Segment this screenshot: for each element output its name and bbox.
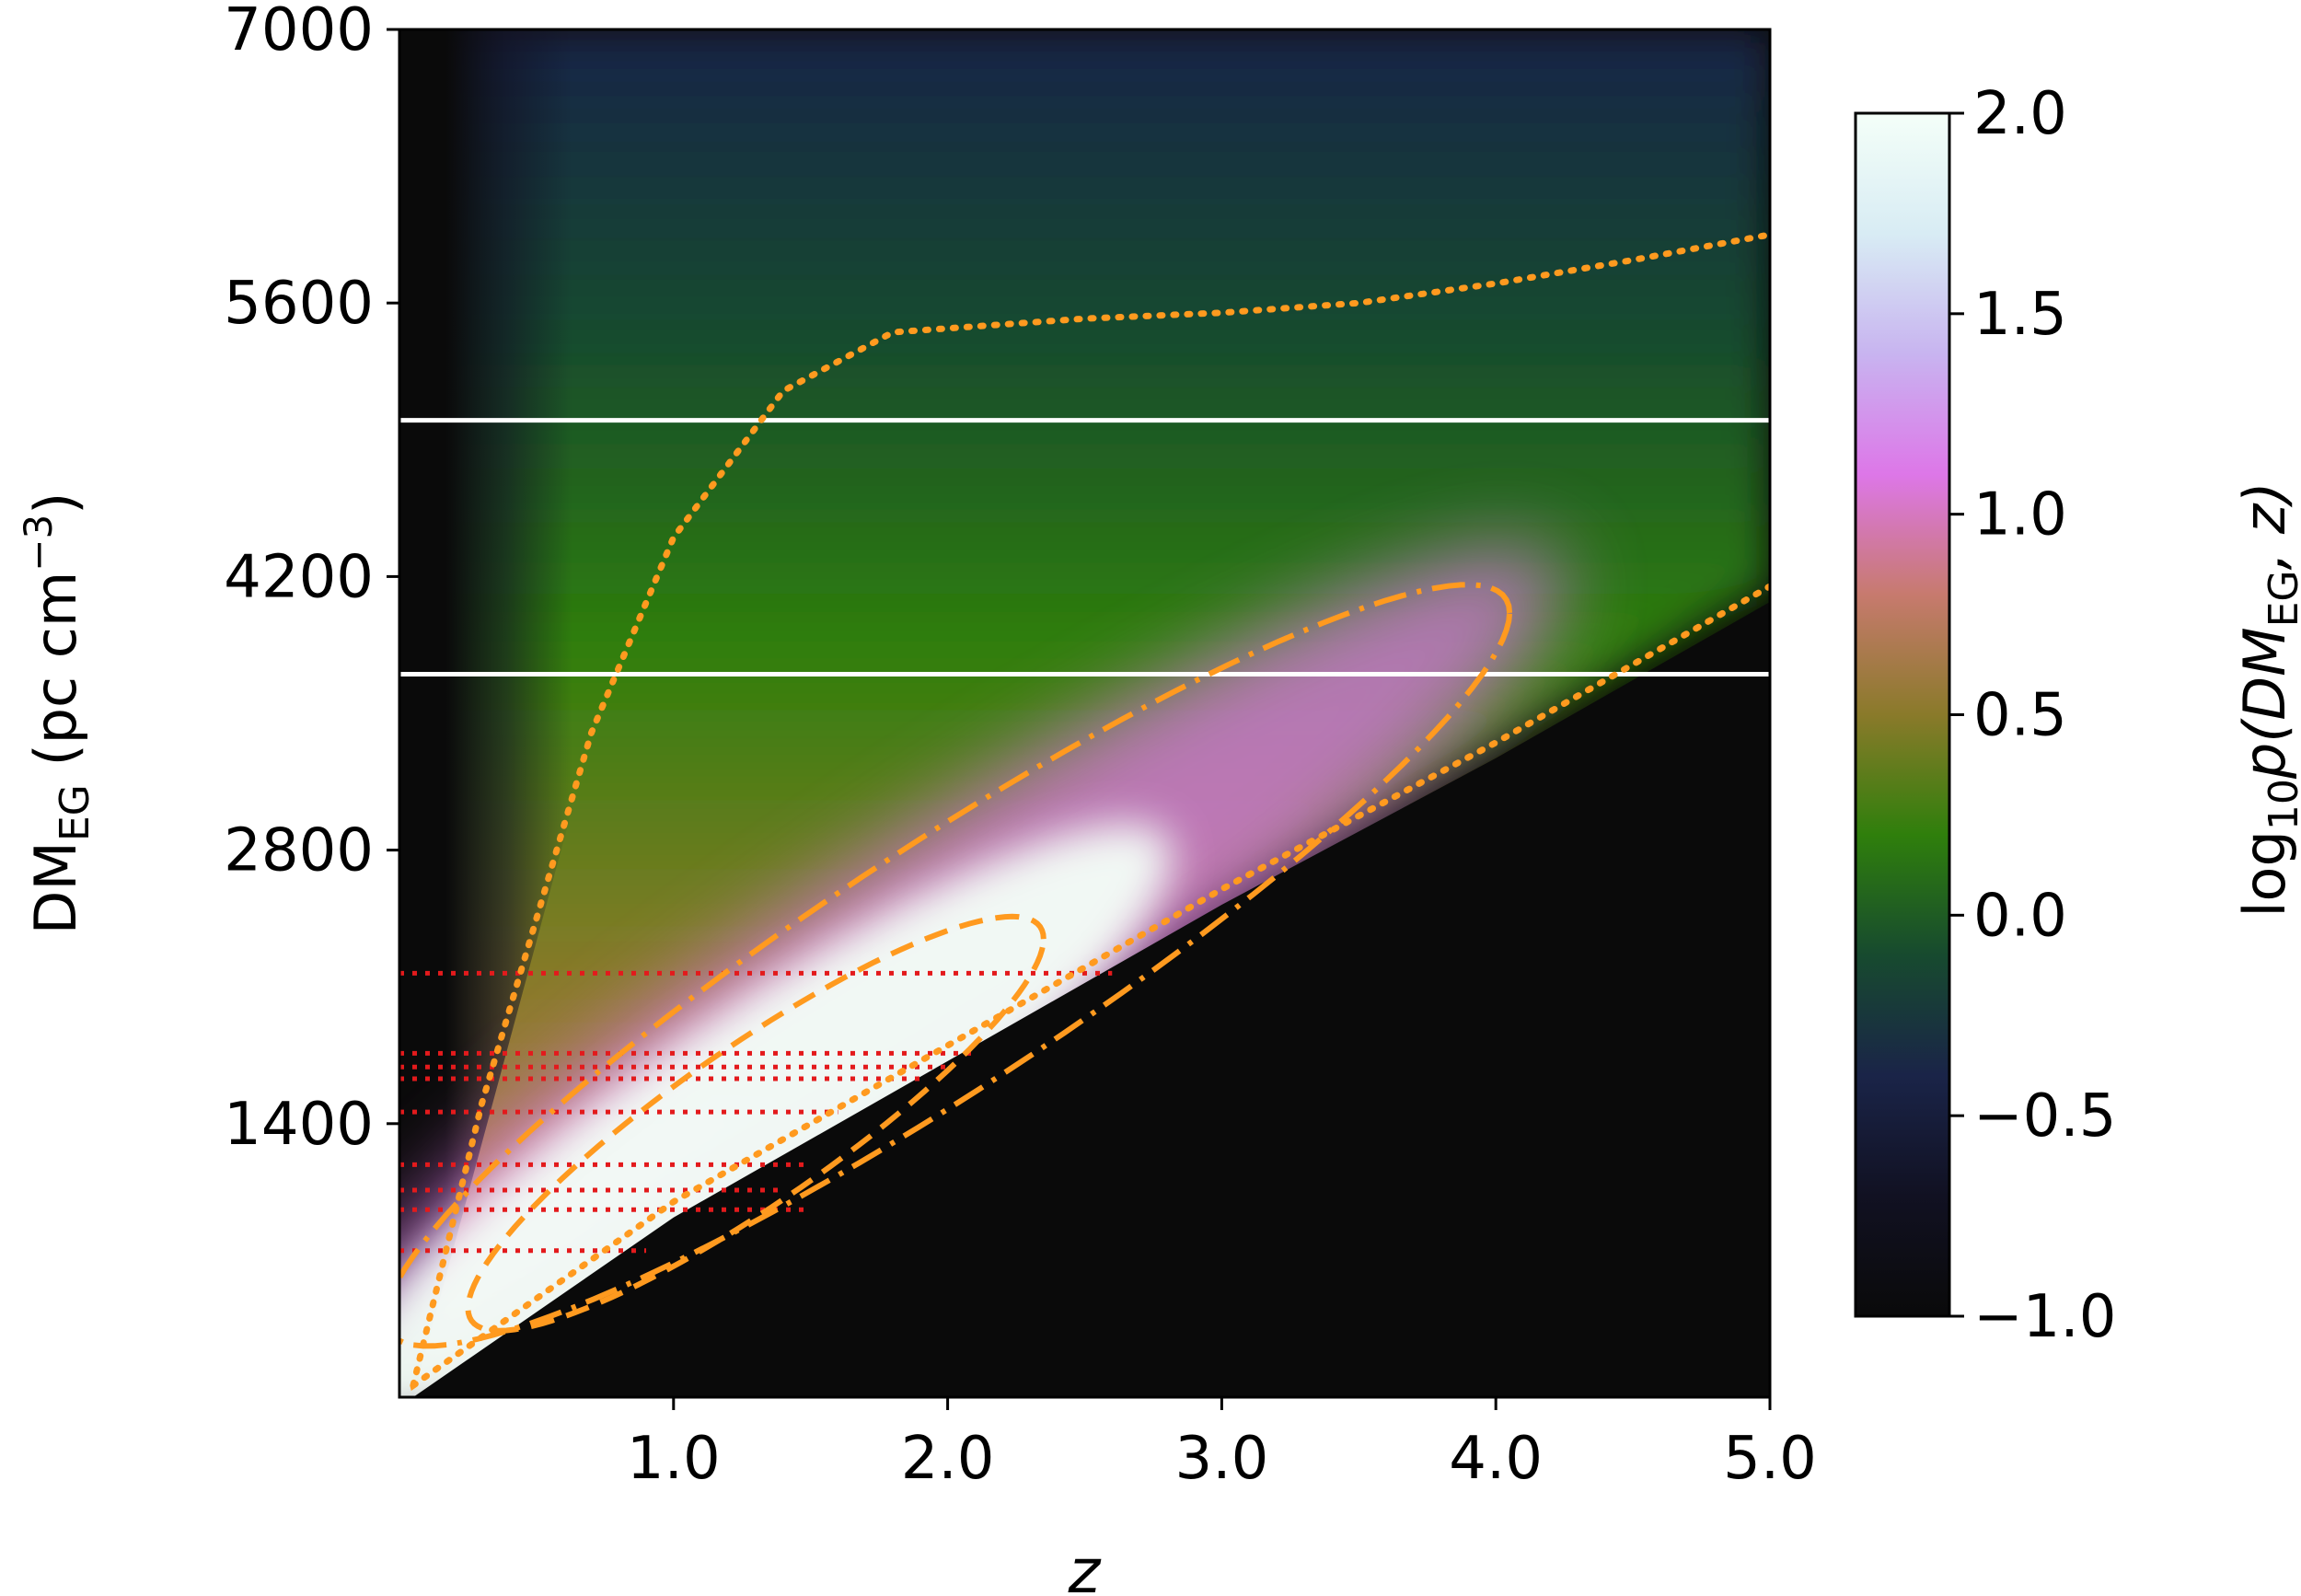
y-tick-label: 1400 — [224, 1091, 374, 1159]
colorbar-tick-label: −1.0 — [1973, 1283, 2116, 1351]
plot-frame — [398, 28, 1772, 1399]
x-tick-label: 2.0 — [901, 1425, 995, 1493]
colorbar-ticks: 2.0 1.5 1.0 0.5 0.0 −0.5 −1.0 — [1949, 80, 2116, 1351]
x-axis-ticks: 1.0 2.0 3.0 4.0 5.0 — [627, 1397, 1817, 1493]
colorbar-tick-label: 0.5 — [1973, 682, 2067, 750]
colorbar-tick-label: −0.5 — [1973, 1082, 2116, 1151]
y-tick-label: 2800 — [224, 817, 374, 885]
colorbar-tick-label: 1.0 — [1973, 481, 2067, 549]
colorbar: 2.0 1.5 1.0 0.5 0.0 −0.5 −1.0 — [1854, 80, 2116, 1351]
x-axis-label: z — [1068, 1536, 1102, 1596]
x-tick-label: 1.0 — [627, 1425, 721, 1493]
heatmap-lower-void — [412, 602, 1770, 1397]
outer-dotted-contour — [410, 231, 1770, 1392]
y-axis-ticks: 1400 2800 4200 5600 7000 — [224, 0, 399, 1159]
colorbar-tick-label: 0.0 — [1973, 882, 2067, 950]
y-axis-label: DMEG (pc cm−3) — [16, 492, 98, 935]
heatmap — [399, 29, 1770, 1397]
middle-dashdot-contour — [399, 582, 1513, 1349]
colorbar-tick-label: 2.0 — [1973, 80, 2067, 148]
y-tick-label: 5600 — [224, 270, 374, 338]
colorbar-fill — [1856, 113, 1949, 1316]
colorbar-tick-label: 1.5 — [1973, 281, 2067, 349]
y-tick-label: 7000 — [224, 0, 374, 64]
x-tick-label: 5.0 — [1723, 1425, 1817, 1493]
heatmap-left-shade — [399, 29, 783, 1397]
x-tick-label: 4.0 — [1449, 1425, 1543, 1493]
colorbar-label: log10p(DMEG, z) — [2231, 481, 2301, 917]
x-tick-label: 3.0 — [1175, 1425, 1269, 1493]
white-reference-lines — [399, 418, 1770, 677]
y-tick-label: 4200 — [224, 543, 374, 611]
inner-dashed-contour — [465, 913, 1046, 1334]
